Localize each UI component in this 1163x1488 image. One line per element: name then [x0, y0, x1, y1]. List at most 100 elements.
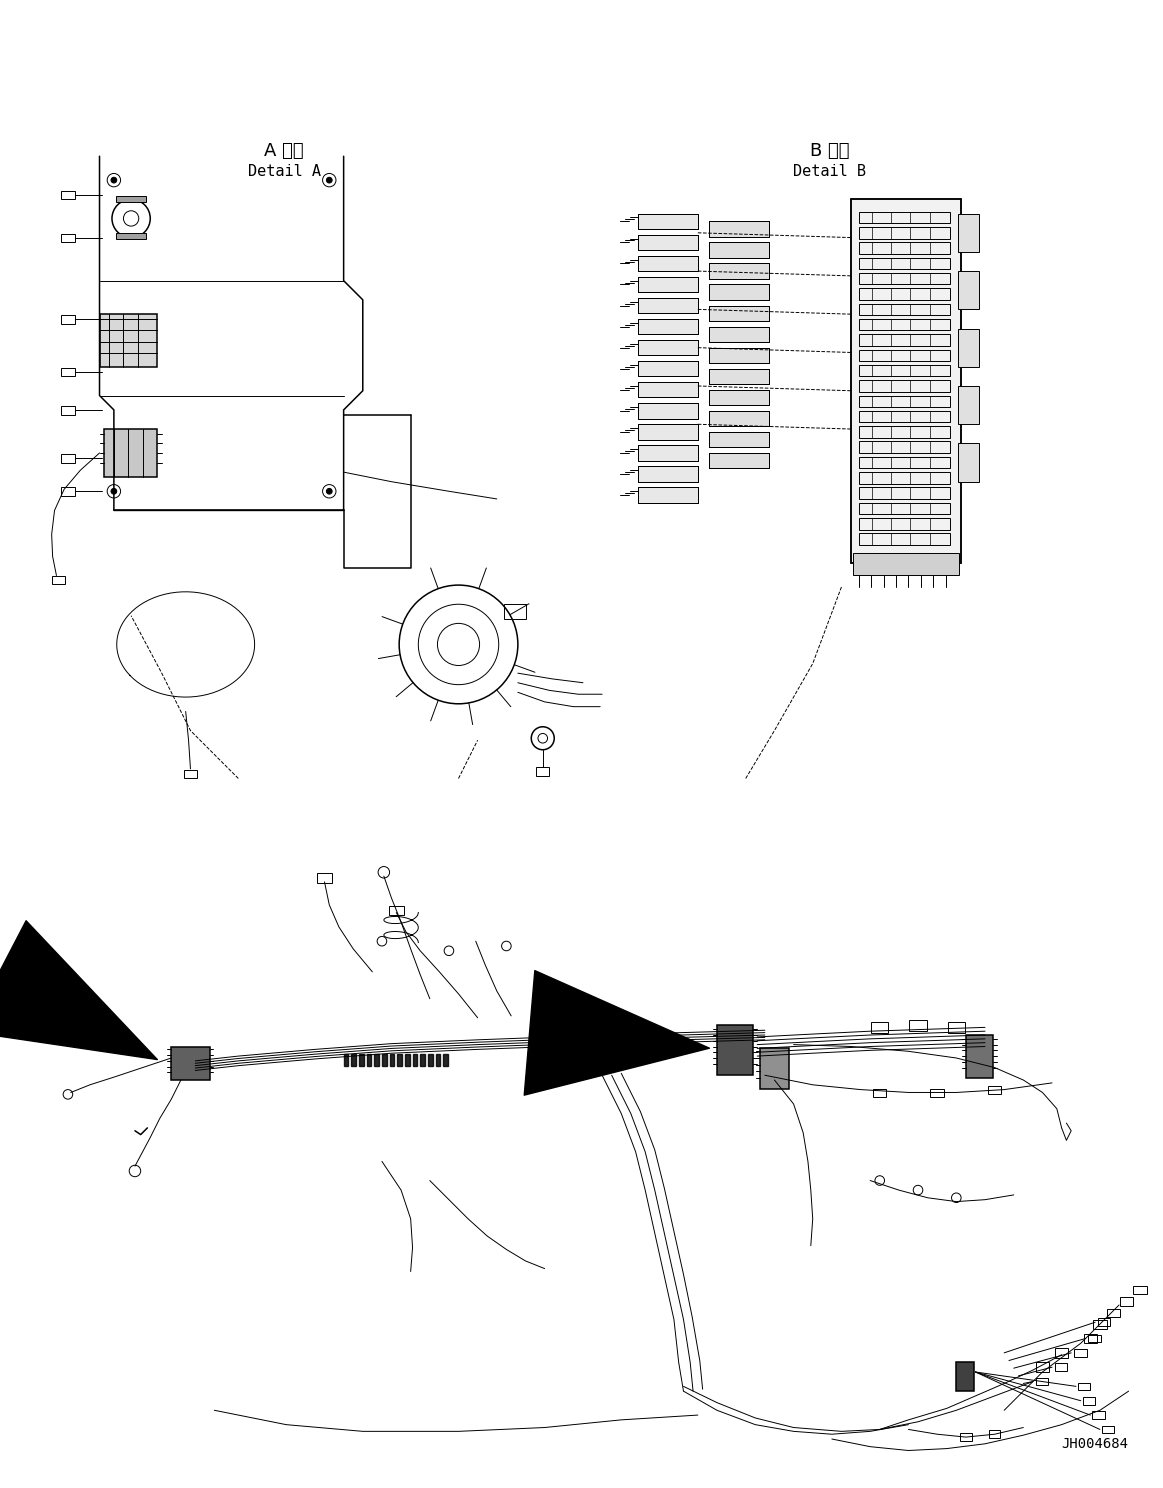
Bar	[51, 576, 65, 585]
Bar	[62, 315, 74, 324]
Bar	[709, 243, 769, 257]
Bar	[709, 222, 769, 237]
Bar	[858, 350, 950, 362]
Bar	[709, 369, 769, 384]
Bar	[709, 432, 769, 448]
Bar	[858, 289, 950, 299]
Bar	[858, 318, 950, 330]
Bar	[638, 235, 698, 250]
Bar	[638, 362, 698, 376]
Bar	[948, 1022, 965, 1033]
Bar	[709, 390, 769, 405]
Bar	[638, 318, 698, 335]
Bar	[638, 424, 698, 439]
Bar	[1098, 1318, 1111, 1326]
Bar	[909, 1019, 927, 1031]
Bar	[858, 488, 950, 498]
Bar	[858, 457, 950, 469]
Bar	[1083, 1397, 1096, 1405]
Bar	[638, 445, 698, 461]
Bar	[858, 335, 950, 345]
Bar	[709, 243, 769, 257]
Bar	[638, 466, 698, 482]
Bar	[388, 906, 404, 915]
Polygon shape	[420, 1054, 424, 1065]
Bar	[709, 305, 769, 321]
Bar	[858, 411, 950, 423]
Bar	[858, 243, 950, 254]
Bar	[638, 466, 698, 482]
Circle shape	[327, 488, 333, 494]
Text: B: B	[645, 1034, 664, 1058]
Bar	[709, 326, 769, 342]
Bar	[184, 769, 198, 778]
Bar	[638, 488, 698, 503]
Bar	[958, 443, 979, 482]
Bar	[116, 232, 147, 238]
Bar	[851, 199, 961, 562]
Bar	[1075, 1350, 1086, 1357]
Bar	[1101, 1426, 1114, 1433]
Bar	[1107, 1309, 1120, 1317]
Bar	[961, 1433, 971, 1440]
Circle shape	[110, 177, 116, 183]
Bar	[761, 1049, 789, 1089]
Bar	[638, 341, 698, 356]
Bar	[1093, 1320, 1107, 1329]
Bar	[709, 390, 769, 405]
Bar	[638, 362, 698, 376]
Bar	[709, 452, 769, 469]
Polygon shape	[381, 1054, 387, 1065]
Bar	[1055, 1348, 1069, 1357]
Bar	[873, 1089, 886, 1097]
Bar	[638, 235, 698, 250]
Bar	[858, 365, 950, 376]
Bar	[709, 411, 769, 426]
Bar	[62, 406, 74, 415]
Polygon shape	[435, 1054, 441, 1065]
Text: Detail B: Detail B	[793, 164, 866, 179]
Polygon shape	[413, 1054, 418, 1065]
Polygon shape	[398, 1054, 402, 1065]
Bar	[638, 424, 698, 439]
Polygon shape	[443, 1054, 448, 1065]
Bar	[62, 454, 74, 463]
Bar	[958, 329, 979, 368]
Bar	[505, 604, 526, 619]
Bar	[858, 257, 950, 269]
Bar	[989, 1430, 1000, 1437]
Bar	[1089, 1335, 1101, 1342]
Bar	[1055, 1363, 1068, 1370]
Bar	[851, 199, 961, 562]
Bar	[858, 228, 950, 238]
Bar	[858, 533, 950, 545]
Bar	[958, 385, 979, 424]
Bar	[858, 304, 950, 315]
Bar	[62, 488, 74, 496]
Circle shape	[327, 177, 333, 183]
Bar	[638, 298, 698, 312]
Polygon shape	[351, 1054, 356, 1065]
Bar	[852, 554, 959, 574]
Bar	[1084, 1333, 1097, 1344]
Bar	[956, 1363, 973, 1391]
Bar	[62, 368, 74, 376]
Bar	[638, 256, 698, 271]
Bar	[709, 284, 769, 299]
Polygon shape	[359, 1054, 364, 1065]
Polygon shape	[343, 1054, 349, 1065]
Bar	[858, 396, 950, 408]
Bar	[709, 222, 769, 237]
Bar	[709, 348, 769, 363]
Bar	[62, 190, 74, 199]
Bar	[709, 326, 769, 342]
Text: Detail A: Detail A	[248, 164, 321, 179]
Bar	[105, 429, 157, 478]
Bar	[638, 488, 698, 503]
Polygon shape	[405, 1054, 409, 1065]
Bar	[638, 277, 698, 292]
Bar	[716, 1025, 754, 1076]
Bar	[709, 369, 769, 384]
Bar	[709, 263, 769, 278]
Bar	[1036, 1378, 1048, 1385]
